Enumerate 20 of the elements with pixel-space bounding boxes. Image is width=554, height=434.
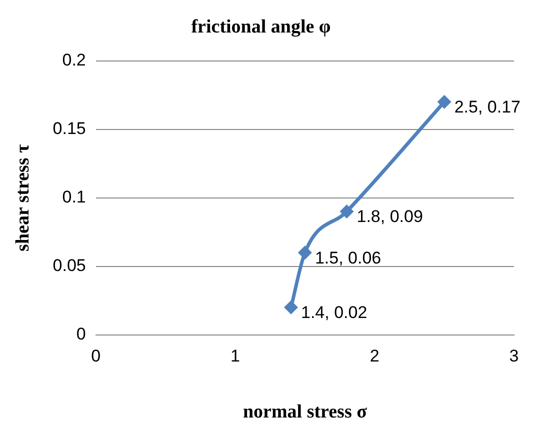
data-label: 1.8, 0.09 bbox=[356, 207, 423, 226]
y-tick-label: 0.05 bbox=[52, 256, 86, 275]
data-label: 2.5, 0.17 bbox=[454, 98, 520, 117]
data-label: 1.4, 0.02 bbox=[301, 303, 368, 322]
x-axis-title: normal stress σ bbox=[242, 402, 368, 423]
chart-title: frictional angle φ bbox=[191, 16, 331, 38]
data-label: 1.5, 0.06 bbox=[314, 248, 382, 268]
point bbox=[284, 300, 298, 314]
y-tick-label: 0.2 bbox=[62, 50, 86, 70]
x-tick-label: 1 bbox=[230, 346, 240, 366]
x-tick-label: 3 bbox=[509, 346, 519, 366]
y-axis-title: shear stress τ bbox=[12, 144, 34, 252]
y-tick-label: 0.15 bbox=[52, 118, 86, 138]
point bbox=[340, 204, 354, 218]
x-tick-label: 2 bbox=[370, 346, 380, 366]
y-tick-label: 0 bbox=[76, 324, 86, 344]
point bbox=[298, 246, 312, 260]
x-tick-label: 0 bbox=[91, 346, 101, 366]
y-tick-label: 0.1 bbox=[62, 187, 86, 206]
point bbox=[437, 94, 452, 109]
